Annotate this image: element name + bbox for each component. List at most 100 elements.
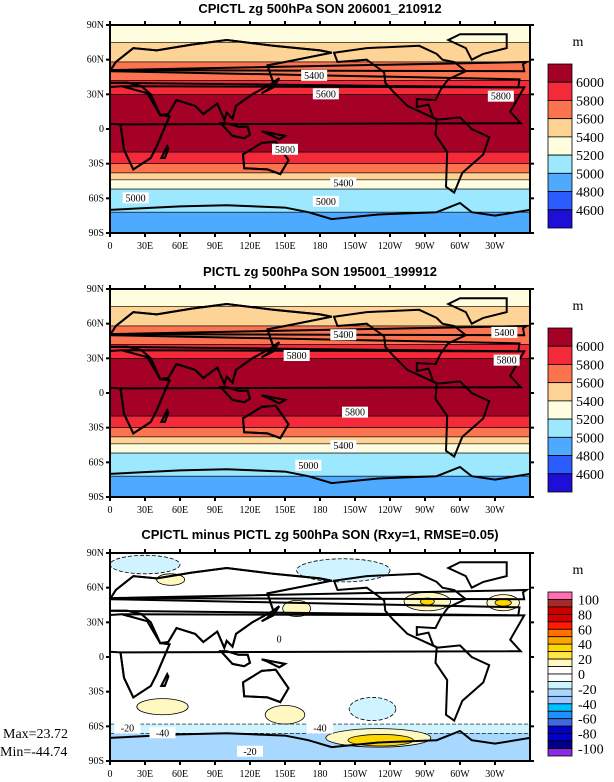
contour-label: 5800 (287, 351, 307, 362)
lon-tick-label: 30W (485, 241, 505, 252)
coastline (16, 645, 70, 720)
contour-label-bg (266, 633, 293, 645)
contour-label: 5800 (345, 408, 365, 419)
coastline (261, 658, 288, 669)
coastline (110, 302, 521, 387)
lon-tick-label: 150W (343, 241, 368, 252)
colorbar-label: 5400 (576, 395, 604, 410)
lat-tick-label: 90S (88, 492, 104, 503)
lon-tick-label: 120W (378, 505, 403, 516)
coastline (332, 308, 468, 385)
lon-tick-label: 30E (137, 505, 153, 516)
contour-band (110, 172, 530, 181)
colorbar-box (547, 81, 573, 101)
contour-label: 5000 (126, 193, 146, 204)
contour-band (110, 436, 530, 445)
coastline (28, 562, 86, 588)
colorbar-label: 5600 (576, 113, 604, 128)
contour-label-bg (122, 192, 149, 204)
map-panel-1: CPICTL zg 500hPa SON 206001_210912 5400 56… (16, 1, 604, 252)
colorbar-box (547, 725, 573, 735)
lat-tick-label: 60N (87, 583, 104, 594)
coastline-antarctica (110, 729, 530, 749)
lon-tick-label: 60E (172, 769, 188, 780)
colorbar-label: -40 (578, 698, 597, 713)
map-area: 0 -20 -40 -20 -40 (16, 553, 530, 761)
colorbar-label: 6000 (576, 340, 604, 355)
contour-label: 5400 (494, 328, 514, 339)
colorbar-box (547, 172, 573, 192)
lon-tick-label: 90W (415, 769, 435, 780)
coastline (16, 381, 70, 456)
coastline (332, 572, 468, 649)
coastline (434, 644, 491, 723)
contour-label-bg (307, 722, 333, 734)
lat-tick-label: 30S (88, 159, 104, 170)
lon-tick-label: 0 (108, 505, 113, 516)
colorbar-label: 4800 (576, 186, 604, 201)
contour-label-bg (312, 88, 339, 100)
lon-tick-label: 30W (485, 505, 505, 516)
coastline (159, 408, 170, 423)
colorbar-label: -100 (578, 743, 604, 758)
colorbar-box (547, 613, 573, 623)
lat-tick-label: 30S (88, 423, 104, 434)
colorbar-label: 5400 (576, 131, 604, 146)
colorbar-box (547, 695, 573, 705)
colorbar-box (547, 703, 573, 712)
map-panel-3: CPICTL minus PICTL zg 500hPa SON (Rxy=1,… (0, 527, 604, 780)
lon-tick-label: 180 (313, 241, 328, 252)
coastline (261, 130, 288, 141)
colorbar-box (547, 718, 573, 727)
lat-tick-label: 0 (99, 652, 104, 663)
lon-tick-label: 60W (450, 505, 470, 516)
colorbar-box (547, 681, 573, 690)
contour-label-bg (114, 722, 141, 734)
coastline (119, 349, 526, 435)
coastline (16, 117, 70, 192)
lon-tick-label: 150W (343, 505, 368, 516)
lat-tick-label: 60N (87, 319, 104, 330)
contour-label-bg (272, 143, 298, 155)
colorbar-label: 5000 (576, 167, 604, 182)
colorbar-box (547, 364, 573, 384)
lon-tick-label: 90E (207, 241, 223, 252)
colorbar-label: -80 (578, 728, 597, 743)
contour-band (110, 475, 530, 497)
lat-tick-label: 60N (87, 55, 104, 66)
colorbar-box (547, 606, 573, 615)
coastline (241, 140, 290, 176)
lat-tick-label: 0 (99, 388, 104, 399)
coastline (261, 341, 281, 359)
colorbar-box (547, 382, 573, 402)
contour-label: 5400 (333, 178, 353, 189)
map-area: 5400 5800 5400 5800 5800 5400 5000 (16, 289, 530, 497)
contour-band (110, 179, 530, 190)
lat-tick-label: 90S (88, 756, 104, 767)
coastline (159, 144, 170, 159)
contour-label-bg (487, 90, 514, 102)
contour-patch (110, 554, 181, 575)
coastline (434, 116, 491, 195)
lon-tick-label: 120W (378, 241, 403, 252)
contour-band (110, 443, 530, 454)
colorbar-label: 4600 (576, 468, 604, 483)
lat-tick-label: 30N (87, 89, 104, 100)
colorbar-box (547, 400, 573, 420)
lon-tick-label: 180 (313, 769, 328, 780)
lat-tick-label: 90S (88, 228, 104, 239)
contour-patch (494, 598, 512, 607)
lon-tick-label: 90W (415, 505, 435, 516)
colorbar-box (547, 628, 573, 638)
coastline (218, 122, 252, 140)
lon-tick-label: 0 (108, 241, 113, 252)
coastline (110, 588, 530, 601)
contour-label-bg (312, 195, 339, 207)
contour-label: 5800 (275, 145, 295, 156)
colorbar-box (547, 191, 573, 211)
contour-label-bg (330, 440, 357, 452)
coastline-antarctica (110, 201, 530, 221)
contour-label: 5800 (497, 356, 517, 367)
coastline (261, 77, 281, 95)
coastline (445, 561, 508, 590)
